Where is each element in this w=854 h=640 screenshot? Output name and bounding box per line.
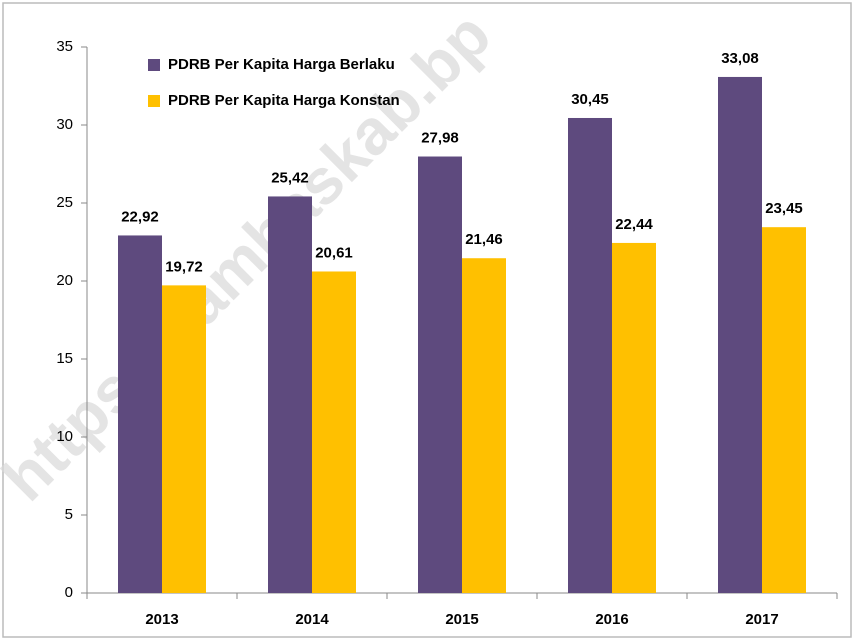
data-label: 22,44 <box>615 216 653 233</box>
data-label: 23,45 <box>765 200 803 217</box>
y-tick-label: 20 <box>56 272 73 289</box>
legend-label: PDRB Per Kapita Harga Berlaku <box>168 56 395 73</box>
bar <box>462 258 506 593</box>
x-tick-label: 2014 <box>295 611 329 628</box>
bar <box>568 117 612 593</box>
data-label: 25,42 <box>271 169 309 186</box>
y-tick-label: 25 <box>56 194 73 211</box>
bar <box>718 76 762 593</box>
x-tick-label: 2017 <box>745 611 778 628</box>
y-tick-label: 15 <box>56 350 73 367</box>
bar <box>118 235 162 593</box>
y-tick-label: 5 <box>65 506 73 523</box>
legend-swatch <box>148 95 160 107</box>
bar <box>312 271 356 593</box>
data-label: 27,98 <box>421 129 459 146</box>
x-tick-label: 2015 <box>445 611 478 628</box>
y-tick-label: 10 <box>56 428 73 445</box>
y-tick-label: 35 <box>56 38 73 55</box>
data-label: 22,92 <box>121 208 159 225</box>
legend-label: PDRB Per Kapita Harga Konstan <box>168 92 400 109</box>
data-label: 30,45 <box>571 91 609 108</box>
y-tick-label: 30 <box>56 116 73 133</box>
y-tick-label: 0 <box>65 584 73 601</box>
data-label: 19,72 <box>165 258 203 275</box>
data-label: 33,08 <box>721 50 759 67</box>
data-label: 21,46 <box>465 231 503 248</box>
bar <box>268 196 312 593</box>
data-label: 20,61 <box>315 244 353 261</box>
bar <box>162 285 206 593</box>
x-tick-label: 2016 <box>595 611 628 628</box>
bar <box>762 227 806 593</box>
bar <box>612 242 656 593</box>
legend-swatch <box>148 59 160 71</box>
x-tick-label: 2013 <box>145 611 178 628</box>
bar <box>418 156 462 593</box>
